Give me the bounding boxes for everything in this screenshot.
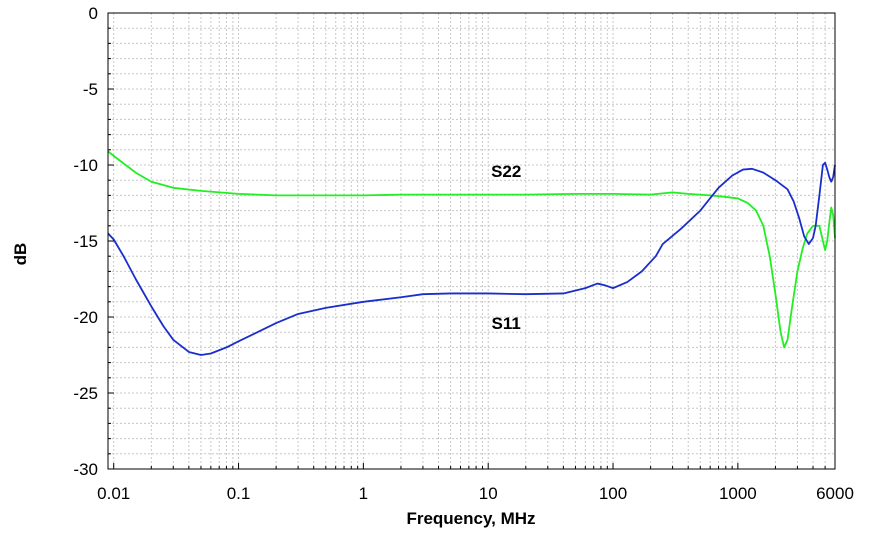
y-tick-label: -20 (73, 308, 98, 327)
series-line-s22 (107, 150, 836, 349)
y-tick-label: -25 (73, 384, 98, 403)
tick-marks (107, 12, 836, 470)
y-axis-title: dB (11, 243, 30, 266)
x-tick-label: 1 (359, 484, 368, 503)
x-tick-label: 100 (599, 484, 627, 503)
y-tick-label: -30 (73, 460, 98, 479)
x-tick-label: 6000 (816, 484, 854, 503)
x-tick-label: 0.01 (97, 484, 130, 503)
y-tick-label: -10 (73, 156, 98, 175)
y-tick-label: -5 (83, 80, 98, 99)
series-label-s22: S22 (491, 162, 521, 181)
y-tick-labels: 0 -5 -10 -15 -20 -25 -30 (73, 4, 98, 479)
x-tick-label: 10 (479, 484, 498, 503)
x-tick-labels: 0.01 0.1 1 10 100 1000 6000 (97, 484, 854, 503)
series-lines (107, 150, 836, 356)
y-tick-label: -15 (73, 232, 98, 251)
y-tick-label: 0 (89, 4, 98, 23)
x-tick-label: 0.1 (227, 484, 251, 503)
grid (107, 13, 836, 469)
x-tick-label: 1000 (719, 484, 757, 503)
series-line-s11 (107, 161, 836, 356)
series-label-s11: S11 (492, 314, 521, 333)
series-labels: S22 S11 (491, 162, 521, 333)
x-axis-title: Frequency, MHz (406, 509, 535, 528)
